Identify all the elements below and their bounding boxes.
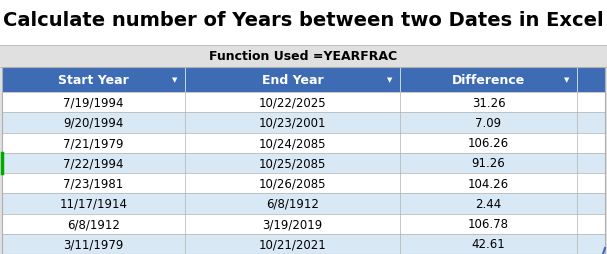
Text: 10/24/2085: 10/24/2085 [259,137,326,150]
Bar [2,194,605,214]
Text: 7/21/1979: 7/21/1979 [63,137,124,150]
Text: 10/25/2085: 10/25/2085 [259,157,326,170]
Bar [2,173,605,194]
Text: 7/19/1994: 7/19/1994 [63,96,124,109]
Text: 6/8/1912: 6/8/1912 [67,217,120,230]
Bar [2,68,605,93]
Text: Difference: Difference [452,74,525,87]
Text: 10/21/2021: 10/21/2021 [259,237,327,250]
Bar [2,113,605,133]
Text: 42.61: 42.61 [472,237,506,250]
Text: 9/20/1994: 9/20/1994 [63,116,124,129]
Text: 10/22/2025: 10/22/2025 [259,96,327,109]
Text: 106.78: 106.78 [468,217,509,230]
Text: 3/11/1979: 3/11/1979 [63,237,124,250]
Text: 106.26: 106.26 [468,137,509,150]
Text: Start Year: Start Year [58,74,129,87]
Bar [2,214,605,234]
Text: End Year: End Year [262,74,324,87]
Text: 7.09: 7.09 [475,116,501,129]
Text: 91.26: 91.26 [472,157,506,170]
Text: 3/19/2019: 3/19/2019 [262,217,323,230]
Text: ▼: ▼ [172,77,178,83]
Bar [2,68,605,254]
Bar [2,153,605,173]
Text: 6/8/1912: 6/8/1912 [266,197,319,210]
Bar [0,0,607,46]
Text: 7/22/1994: 7/22/1994 [63,157,124,170]
Text: 31.26: 31.26 [472,96,505,109]
Text: 104.26: 104.26 [468,177,509,190]
Text: ▼: ▼ [565,77,570,83]
Text: 7/23/1981: 7/23/1981 [63,177,124,190]
Text: 10/23/2001: 10/23/2001 [259,116,326,129]
Text: 10/26/2085: 10/26/2085 [259,177,326,190]
Text: Function Used =YEARFRAC: Function Used =YEARFRAC [209,50,398,63]
Text: Calculate number of Years between two Dates in Excel: Calculate number of Years between two Da… [3,11,604,30]
Text: 2.44: 2.44 [475,197,501,210]
Bar [2,133,605,153]
Bar [2,93,605,113]
Text: 11/17/1914: 11/17/1914 [59,197,127,210]
Bar [2,234,605,254]
Text: ▼: ▼ [387,77,393,83]
Bar [0,46,607,68]
